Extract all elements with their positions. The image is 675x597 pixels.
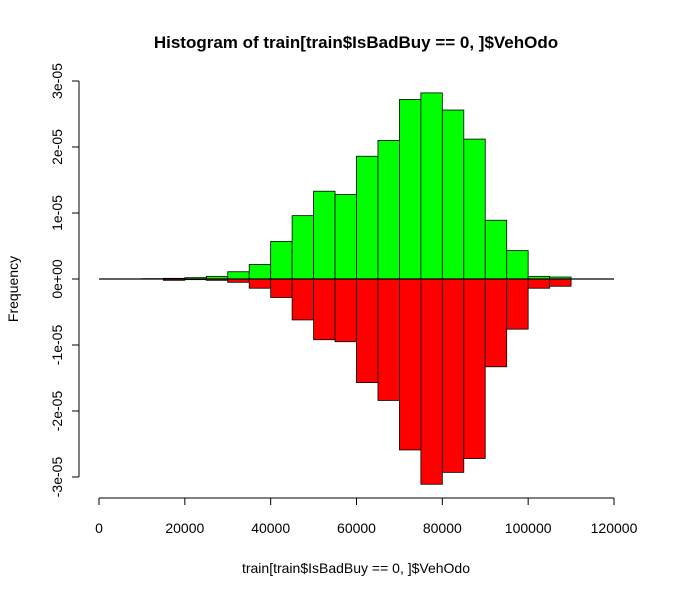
y-tick-label-2: -1e-05 <box>49 325 65 366</box>
y-tick-label-5: 2e-05 <box>49 129 65 165</box>
negative-bar-14 <box>420 278 443 485</box>
negative-bar-15 <box>441 278 465 473</box>
chart-title: Histogram of train[train$IsBadBuy == 0, … <box>154 33 558 52</box>
positive-bar-9 <box>313 190 336 280</box>
negative-bar-9 <box>313 278 336 341</box>
positive-bar-15 <box>441 109 465 280</box>
y-tick-label-3: 0e+00 <box>49 259 65 299</box>
positive-bars <box>141 92 572 280</box>
negative-bar-16 <box>463 278 486 459</box>
positive-bar-14 <box>420 92 443 280</box>
x-tick-label-5: 100000 <box>505 520 552 536</box>
negative-bar-13 <box>399 278 422 451</box>
negative-bar-6 <box>248 278 272 289</box>
negative-bar-20 <box>549 278 572 287</box>
y-tick-label-4: 1e-05 <box>49 195 65 231</box>
negative-bar-8 <box>291 278 314 321</box>
y-tick-label-6: 3e-05 <box>49 63 65 99</box>
y-axis: -3e-05 -2e-05 -1e-05 0e+00 1e-05 2e-05 3e-05 <box>49 63 80 498</box>
x-tick-label-6: 120000 <box>591 520 638 536</box>
positive-bar-18 <box>506 250 529 280</box>
positive-bar-13 <box>399 99 422 280</box>
negative-bars <box>162 278 572 485</box>
y-tick-label-1: -2e-05 <box>49 391 65 432</box>
x-tick-label-2: 40000 <box>251 520 290 536</box>
x-tick-label-1: 20000 <box>165 520 204 536</box>
positive-bar-17 <box>484 219 508 280</box>
negative-bar-10 <box>334 278 357 343</box>
positive-bar-11 <box>356 155 379 280</box>
x-tick-label-0: 0 <box>95 520 103 536</box>
negative-bar-12 <box>377 278 400 401</box>
negative-bar-19 <box>527 278 551 289</box>
x-tick-label-3: 60000 <box>337 520 376 536</box>
positive-bar-7 <box>270 240 293 280</box>
negative-bar-17 <box>484 278 508 368</box>
positive-bar-8 <box>291 215 314 280</box>
positive-bar-10 <box>334 194 357 280</box>
positive-bar-16 <box>463 138 486 280</box>
y-axis-label: Frequency <box>5 256 21 322</box>
x-axis-label: train[train$IsBadBuy == 0, ]$VehOdo <box>242 560 470 576</box>
positive-bar-6 <box>248 264 272 280</box>
negative-bar-11 <box>356 278 379 384</box>
x-tick-label-4: 80000 <box>423 520 462 536</box>
positive-bar-5 <box>227 271 250 280</box>
negative-bar-7 <box>270 278 293 298</box>
negative-bar-18 <box>506 278 529 330</box>
positive-bar-12 <box>377 139 400 280</box>
x-axis: 0 20000 40000 60000 80000 100000 120000 <box>95 497 638 536</box>
y-tick-label-0: -3e-05 <box>49 457 65 498</box>
